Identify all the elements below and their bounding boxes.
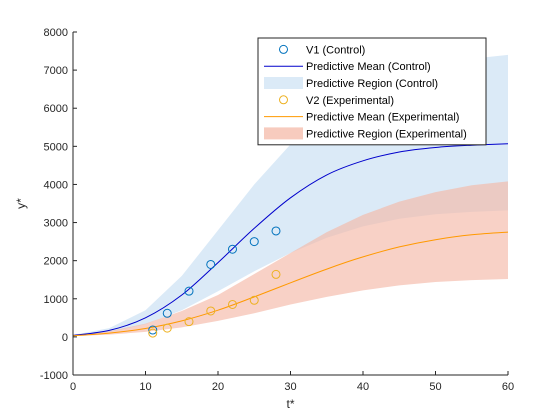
data-point-control <box>271 226 281 236</box>
data-point-control <box>162 308 172 318</box>
y-tick-label: 1000 <box>44 294 68 306</box>
y-tick-label: -1000 <box>40 370 68 382</box>
legend-label: Predictive Region (Control) <box>306 78 438 90</box>
y-tick-label: 7000 <box>44 65 68 77</box>
y-tick-label: 0 <box>62 332 68 344</box>
data-point-experimental <box>206 306 216 316</box>
legend-box <box>257 37 487 146</box>
data-point-experimental <box>271 269 281 279</box>
data-point-experimental <box>162 323 172 333</box>
y-tick-label: 3000 <box>44 218 68 230</box>
y-tick-label: 5000 <box>44 141 68 153</box>
y-tick-label: 6000 <box>44 103 68 115</box>
y-tick-label: 8000 <box>44 27 68 39</box>
legend-marker-scatter <box>279 44 288 54</box>
legend-marker-band <box>264 127 303 140</box>
legend-label: V2 (Experimental) <box>306 95 394 107</box>
legend-label: Predictive Mean (Control) <box>306 61 431 73</box>
legend-label: V1 (Control) <box>306 44 365 56</box>
x-tick-label: 50 <box>429 381 441 393</box>
x-tick-label: 40 <box>357 381 369 393</box>
predictive-mean-experimental <box>73 231 508 337</box>
y-tick-label: 2000 <box>44 256 68 268</box>
data-point-experimental <box>228 299 237 309</box>
x-tick-label: 20 <box>212 381 224 393</box>
legend: V1 (Control) Predictive Mean (Control) Pre… <box>257 37 487 146</box>
data-point-experimental <box>148 328 158 338</box>
data-point-control <box>206 259 216 269</box>
x-tick-label: 0 <box>70 381 76 393</box>
data-point-control <box>148 325 158 335</box>
legend-marker-band <box>264 77 303 89</box>
predictive-region-experimental <box>73 181 508 337</box>
data-point-control <box>249 237 259 247</box>
x-axis-label: t* <box>286 397 294 411</box>
x-tick-label: 10 <box>139 381 151 393</box>
y-tick-label: 4000 <box>44 179 68 191</box>
data-point-control <box>184 286 194 296</box>
y-axis-label: y* <box>14 198 28 209</box>
legend-label: Predictive Mean (Experimental) <box>306 112 459 124</box>
legend-label: Predictive Region (Experimental) <box>306 128 467 140</box>
data-point-control <box>228 244 237 254</box>
data-point-experimental <box>249 295 259 305</box>
axes: 0 10 20 30 40 50 60-10000100020003000400050006… <box>40 27 514 393</box>
x-tick-label: 60 <box>502 381 514 393</box>
legend-marker-scatter <box>279 95 288 105</box>
predictive-mean-control <box>73 143 508 336</box>
x-tick-label: 30 <box>284 381 296 393</box>
data-point-experimental <box>184 317 194 327</box>
